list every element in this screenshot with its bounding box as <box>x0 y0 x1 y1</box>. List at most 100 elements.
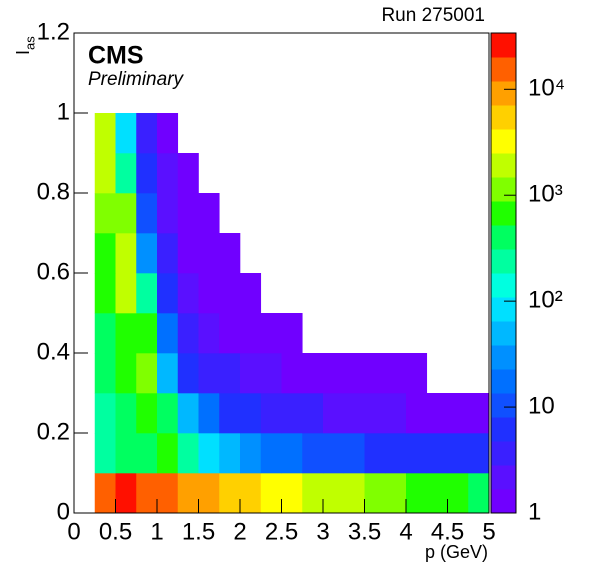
heatmap-cell <box>157 153 179 194</box>
heatmap-cell <box>177 233 199 274</box>
heatmap-cell <box>198 233 220 274</box>
heatmap-cell <box>219 233 241 274</box>
colorbar-tick-label: 10³ <box>528 181 563 208</box>
heatmap-cell <box>385 433 407 474</box>
heatmap-cell <box>447 393 469 434</box>
x-tick-label: 3.5 <box>348 518 381 545</box>
heatmap-cell <box>447 433 469 474</box>
heatmap-cell <box>426 473 448 514</box>
y-tick-label: 0.8 <box>37 178 70 205</box>
heatmap-cell <box>177 393 199 434</box>
heatmap-cell <box>177 193 199 234</box>
heatmap-cell <box>94 353 116 394</box>
heatmap-cell <box>157 113 179 154</box>
heatmap-cell <box>157 313 179 354</box>
heatmap-cell <box>240 313 262 354</box>
heatmap-cell <box>115 153 137 194</box>
x-tick-label: 4.5 <box>431 518 464 545</box>
heatmap-cell <box>302 393 324 434</box>
heatmap-cell <box>94 313 116 354</box>
heatmap-cell <box>260 393 282 434</box>
heatmap-cell <box>385 393 407 434</box>
y-axis-label-main: I <box>13 50 33 55</box>
heatmap-cell <box>177 273 199 314</box>
heatmap-cell <box>115 273 137 314</box>
heatmap-cell <box>260 313 282 354</box>
x-tick-label: 2 <box>233 518 246 545</box>
heatmap-cell <box>240 473 262 514</box>
heatmap-cell <box>219 313 241 354</box>
y-tick-label: 0 <box>57 498 70 525</box>
heatmap-cell <box>115 393 137 434</box>
x-tick-label: 0.5 <box>99 518 132 545</box>
colorbar-step <box>491 273 516 298</box>
colorbar-step <box>491 81 516 106</box>
y-tick-label: 0.6 <box>37 258 70 285</box>
heatmap-cell <box>219 353 241 394</box>
heatmap-cell <box>426 393 448 434</box>
heatmap-cell <box>385 353 407 394</box>
colorbar-step <box>491 105 516 130</box>
x-tick-label: 1.5 <box>182 518 215 545</box>
x-tick-label: 0 <box>67 518 80 545</box>
heatmap-cell <box>115 313 137 354</box>
heatmap-cell <box>468 393 490 434</box>
heatmap-cell <box>94 193 116 234</box>
heatmap-cell <box>94 393 116 434</box>
y-axis-label: I as <box>13 36 38 55</box>
heatmap-cell <box>177 433 199 474</box>
heatmap-cell <box>219 273 241 314</box>
heatmap-cell <box>406 353 428 394</box>
y-tick-label: 1.2 <box>37 18 70 45</box>
heatmap-cell <box>136 193 158 234</box>
colorbar-frame <box>490 32 517 514</box>
colorbar-step <box>491 465 516 490</box>
colorbar-tick-label: 10² <box>528 286 563 313</box>
heatmap-cell <box>406 393 428 434</box>
heatmap-cell <box>219 393 241 434</box>
heatmap-cell <box>136 353 158 394</box>
heatmap-cell <box>94 233 116 274</box>
colorbar-step <box>491 321 516 346</box>
y-tick-label: 0.2 <box>37 418 70 445</box>
heatmap-cell <box>157 433 179 474</box>
heatmap-cell <box>302 473 324 514</box>
colorbar-step <box>491 225 516 250</box>
heatmap-cell <box>136 473 158 514</box>
heatmap-cell <box>94 473 116 514</box>
heatmap-cell <box>115 113 137 154</box>
heatmap-cell <box>177 353 199 394</box>
heatmap-cell <box>281 433 303 474</box>
preliminary-label: Preliminary <box>88 69 185 90</box>
heatmap-cell <box>426 433 448 474</box>
colorbar-tick-label: 10 <box>528 392 555 419</box>
heatmap-cell <box>157 473 179 514</box>
y-tick-label: 1 <box>57 98 70 125</box>
heatmap-cell <box>115 193 137 234</box>
heatmap-cell <box>136 153 158 194</box>
x-tick-label: 1 <box>150 518 163 545</box>
heatmap-cell <box>343 353 365 394</box>
colorbar-step <box>491 441 516 466</box>
heatmap-cell <box>260 473 282 514</box>
heatmap-cell <box>281 393 303 434</box>
colorbar-step <box>491 153 516 178</box>
heatmap-cell <box>94 433 116 474</box>
heatmap-cell <box>343 473 365 514</box>
heatmap-cell <box>177 153 199 194</box>
heatmap-cell <box>94 153 116 194</box>
colorbar-tick-label: 10⁴ <box>528 75 565 102</box>
y-axis-label-sub: as <box>22 36 37 50</box>
heatmap-cell <box>364 433 386 474</box>
colorbar-step <box>491 57 516 82</box>
colorbar-step <box>491 393 516 418</box>
heatmap-cell <box>281 313 303 354</box>
colorbar-tick-label: 1 <box>528 498 541 525</box>
colorbar-step <box>491 345 516 370</box>
heatmap-cell <box>198 313 220 354</box>
heatmap-cell <box>198 273 220 314</box>
heatmap-cell <box>136 313 158 354</box>
heatmap-cell <box>323 433 345 474</box>
heatmap-cell <box>240 273 262 314</box>
heatmap-cell <box>323 353 345 394</box>
